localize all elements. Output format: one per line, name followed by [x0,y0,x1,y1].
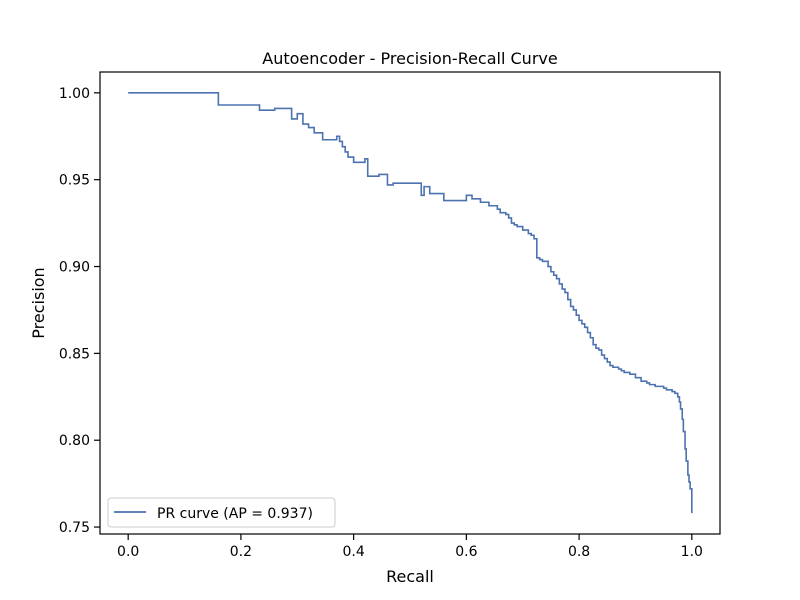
y-tick-label: 1.00 [59,86,90,102]
x-axis-label: Recall [386,567,434,586]
y-tick-label: 0.95 [59,173,90,189]
series-line-0 [128,92,693,514]
y-tick-label: 0.85 [59,346,90,362]
plot-area [100,72,720,534]
chart-title: Autoencoder - Precision-Recall Curve [262,49,557,68]
legend-label: PR curve (AP = 0.937) [157,506,313,522]
x-tick-label: 0.0 [117,544,139,560]
x-tick-label: 0.8 [568,544,590,560]
x-tick-label: 0.6 [455,544,477,560]
legend-box [107,497,336,528]
legend: PR curve (AP = 0.937) [107,497,336,528]
axes-frame [99,71,721,535]
x-tick-label: 0.2 [230,544,252,560]
y-tick-label: 0.80 [59,433,90,449]
y-tick-label: 0.90 [59,260,90,276]
y-tick-label: 0.75 [59,520,90,536]
axes-layer: 0.0 0.2 0.4 0.6 0.8 1.0 0.75 0.80 0.85 0.90 0.95 1.… [59,71,721,560]
x-tick-label: 0.4 [343,544,365,560]
x-tick-label: 1.0 [681,544,703,560]
series-layer [128,92,693,514]
y-axis-label: Precision [29,267,48,338]
